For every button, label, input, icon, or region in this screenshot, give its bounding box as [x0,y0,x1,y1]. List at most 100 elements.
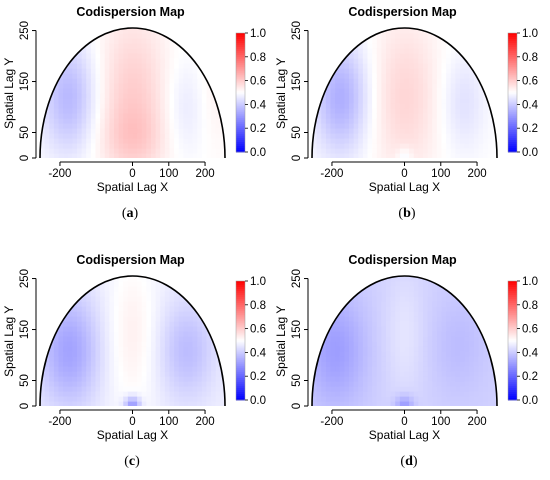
heatmap-cell [487,68,493,74]
heatmap-cell [146,396,152,402]
heatmap-cell [40,48,46,54]
colorbar-segment [508,352,517,355]
heatmap-cell [404,351,410,357]
heatmap-cell [344,306,350,312]
heatmap-cell [395,401,401,406]
heatmap-cell [49,356,55,362]
heatmap-cell [321,306,327,312]
heatmap-cell [155,296,161,302]
heatmap-cell [353,58,359,64]
heatmap-cell [90,123,97,129]
heatmap-cell [206,291,212,297]
heatmap-cell [155,148,161,154]
heatmap-cell [188,68,194,74]
heatmap-cell [450,78,456,84]
heatmap-cell [372,366,378,372]
heatmap-cell [174,301,180,307]
heatmap-cell [58,93,64,99]
heatmap-cell [164,351,171,357]
colorbar-segment [508,92,517,95]
heatmap-cell [358,296,364,302]
heatmap-cell [77,331,83,337]
heatmap-cell [464,386,470,392]
heatmap-cell [192,38,198,44]
heatmap-cell [395,108,401,114]
heatmap-cell [109,386,115,392]
colorbar-segment [508,130,517,133]
heatmap-cell [404,98,410,104]
heatmap-cell [418,153,424,158]
heatmap-cell [127,38,134,44]
heatmap-cell [90,311,97,317]
heatmap-cell [399,291,406,297]
heatmap-cell [49,401,55,406]
heatmap-cell [109,376,115,382]
heatmap-cell [441,83,447,89]
heatmap-cell [395,311,401,317]
heatmap-cell [104,346,110,352]
colorbar-segment [508,142,517,145]
heatmap-cell [114,63,120,69]
heatmap-cell [90,33,97,39]
heatmap-cell [100,53,106,59]
heatmap-cell [399,391,406,397]
heatmap-cell [460,108,466,114]
heatmap-cell [386,381,392,387]
colorbar-segment [508,394,517,397]
heatmap-cell [325,138,332,144]
heatmap-cell [436,103,443,109]
heatmap-cell [141,88,147,94]
heatmap-cell [413,83,419,89]
heatmap-cell [86,58,92,64]
heatmap-cell [469,53,475,59]
heatmap-cell [86,108,92,114]
heatmap-cell [201,108,208,114]
heatmap-cell [44,291,50,297]
heatmap-cell [372,143,378,149]
heatmap-cell [164,88,171,94]
heatmap-cell [335,128,341,134]
heatmap-cell [413,276,419,282]
region-boundary [39,275,226,407]
heatmap-cell [330,296,336,302]
heatmap-cell [155,381,161,387]
heatmap-cell [127,291,134,297]
heatmap-cell [90,276,97,282]
heatmap-cell [211,301,217,307]
heatmap-cell [312,93,318,99]
heatmap-cell [344,371,350,377]
heatmap-cell [427,73,433,79]
heatmap-cell [160,28,166,34]
heatmap-cell [201,281,208,287]
heatmap-cell [137,306,143,312]
heatmap-cell [390,386,396,392]
heatmap-cell [335,321,341,327]
heatmap-cell [53,148,60,154]
heatmap-cell [211,28,217,34]
heatmap-cell [77,138,83,144]
heatmap-cell [63,88,69,94]
heatmap-cell [169,391,175,397]
heatmap-cell [155,321,161,327]
heatmap-cell [386,43,392,49]
heatmap-cell [330,386,336,392]
heatmap-cell [427,153,433,158]
heatmap-cell [183,28,189,34]
heatmap-cell [316,311,322,317]
heatmap-cell [58,361,64,367]
heatmap-cell [386,28,392,34]
heatmap-cell [123,351,129,357]
heatmap-cell [192,326,198,332]
heatmap-cell [423,103,429,109]
heatmap-cell [335,93,341,99]
heatmap-cell [478,346,484,352]
heatmap-cell [395,28,401,34]
heatmap-cell [427,53,433,59]
heatmap-cell [72,33,78,39]
heatmap-cell [160,38,166,44]
heatmap-cell [123,33,129,39]
heatmap-cell [404,123,410,129]
heatmap-cell [325,38,332,44]
heatmap-cell [137,43,143,49]
heatmap-cell [146,78,152,84]
